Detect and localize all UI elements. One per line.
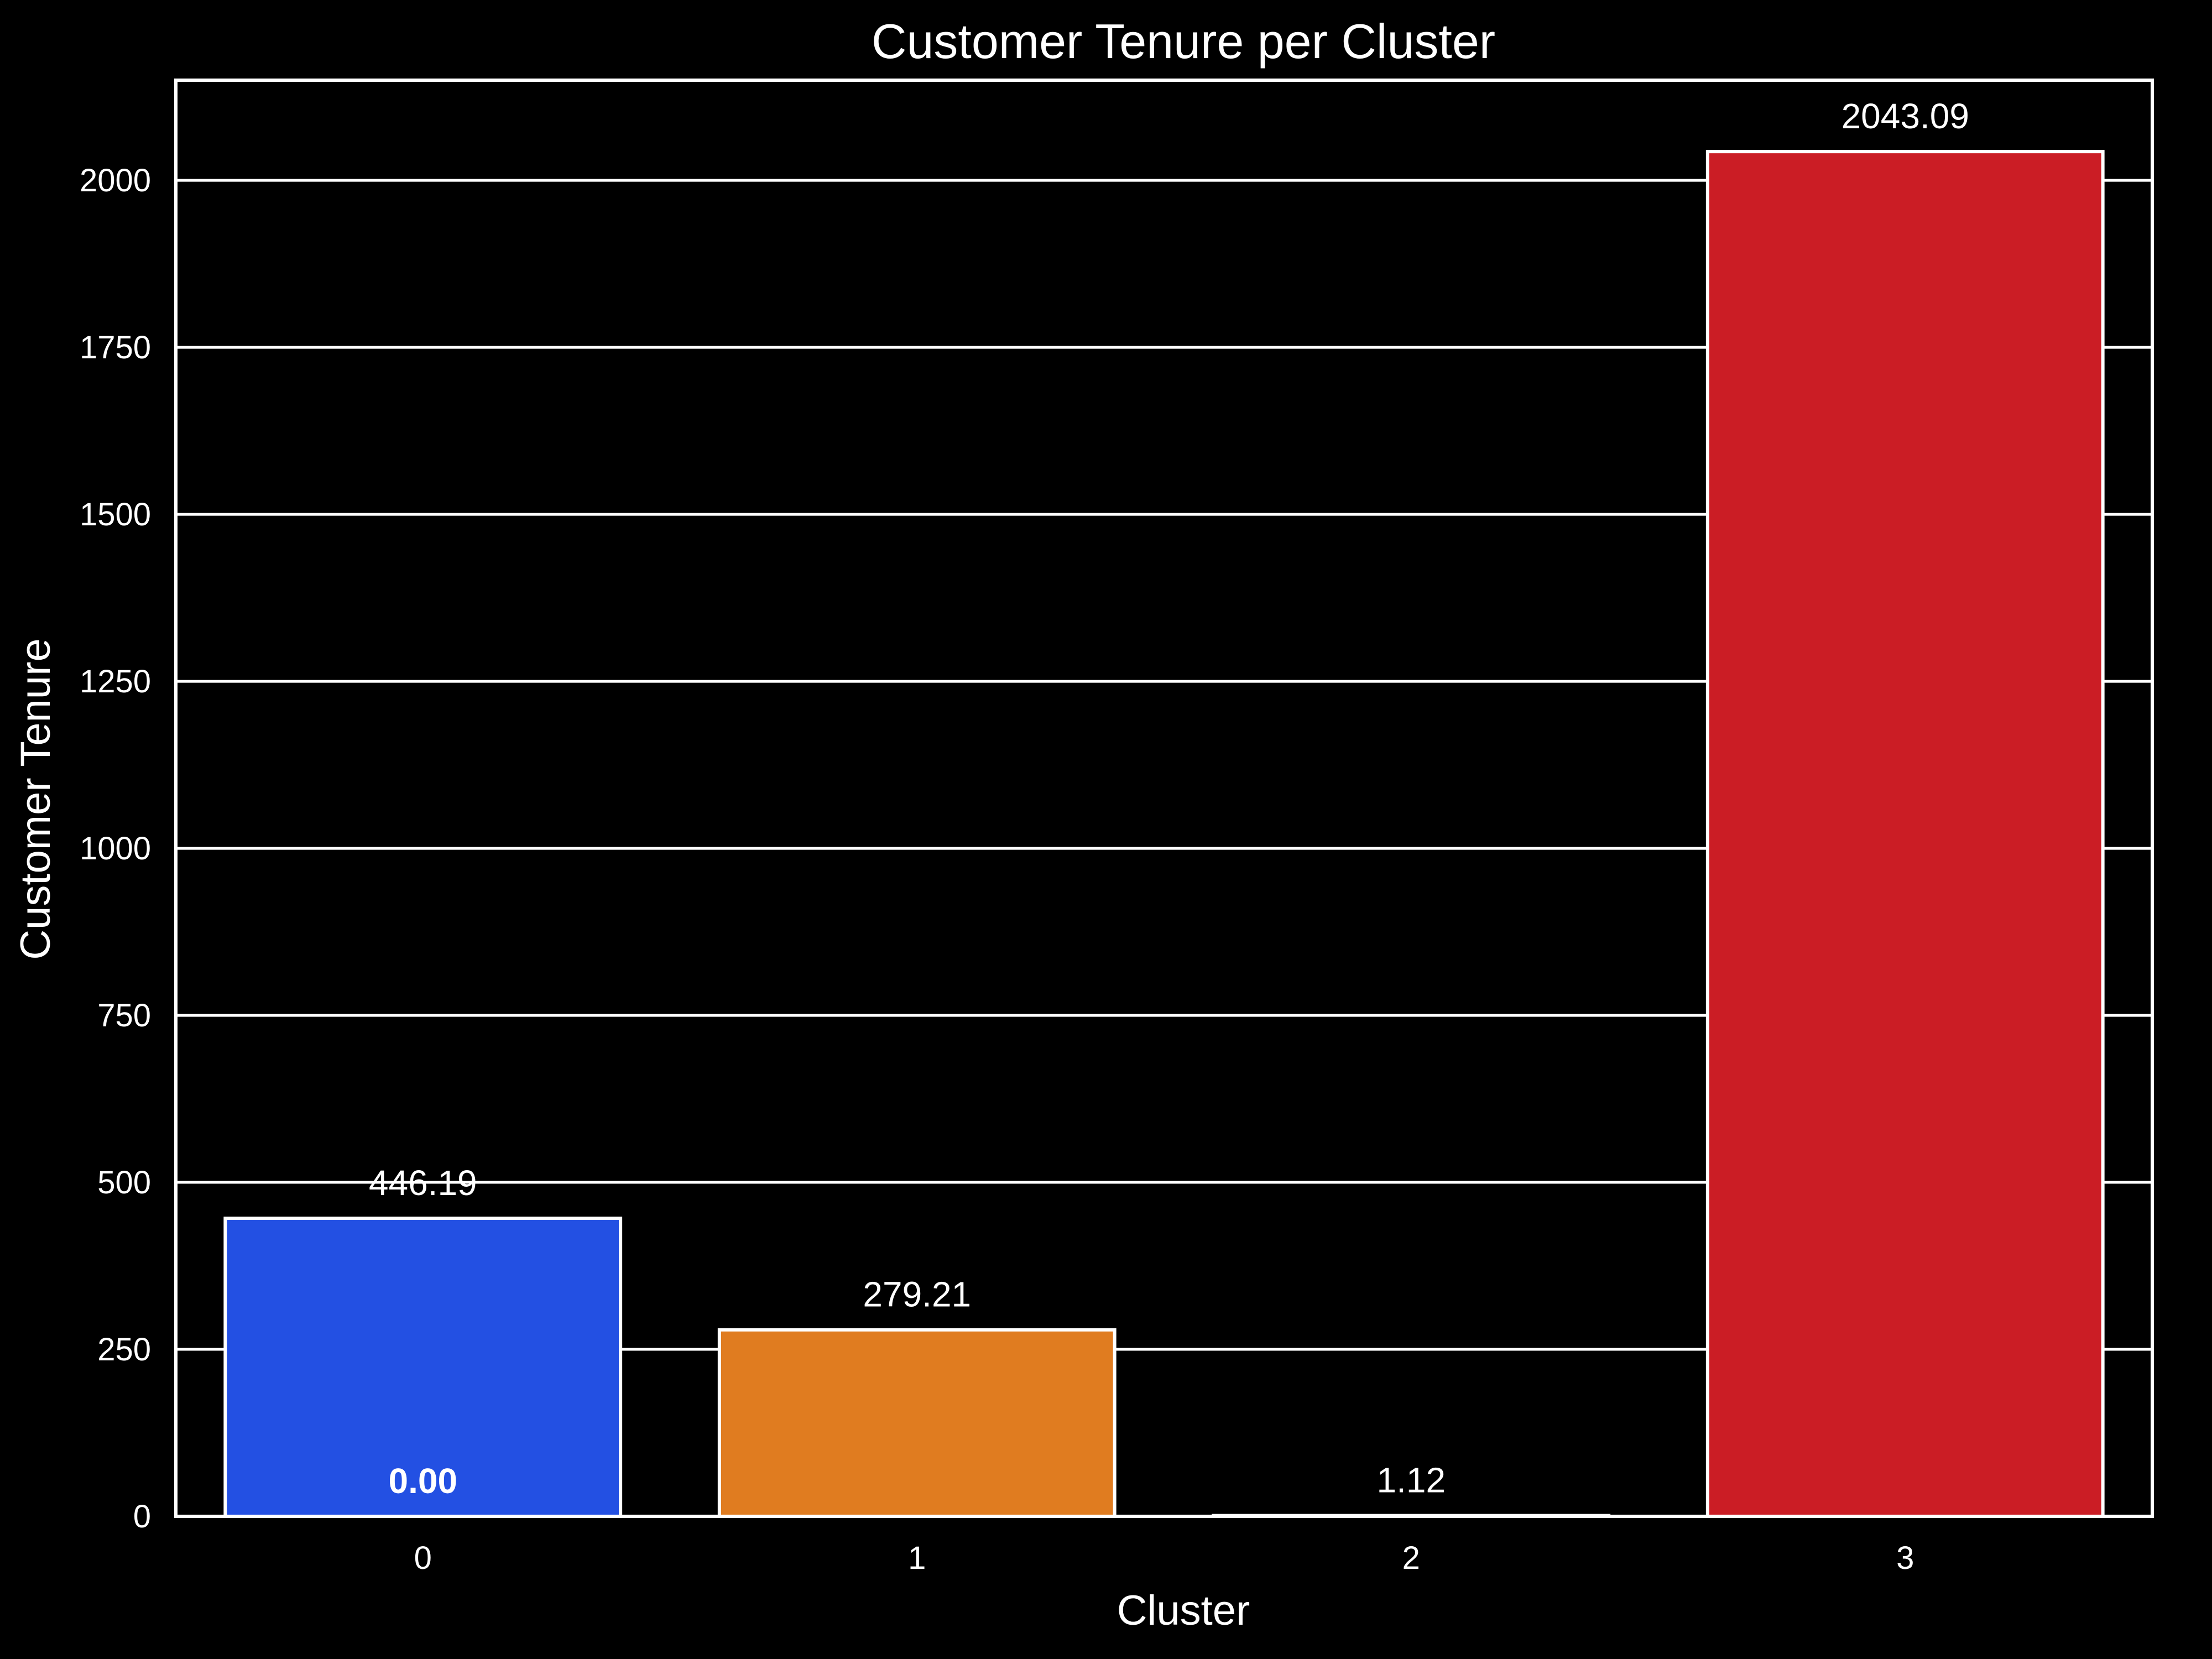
y-tick-label: 1750 xyxy=(80,330,151,366)
chart-title: Customer Tenure per Cluster xyxy=(872,14,1495,69)
data-label-cluster-0: 446.19 xyxy=(369,1163,477,1203)
bar-cluster-0 xyxy=(223,1217,623,1518)
data-label-cluster-2: 1.12 xyxy=(1376,1460,1446,1500)
bar-cluster-1 xyxy=(717,1328,1117,1518)
zero-annotation-label: 0.00 xyxy=(388,1461,457,1501)
plot-frame xyxy=(174,79,2154,1518)
bars xyxy=(223,150,2105,1519)
y-tick-label: 1250 xyxy=(80,664,151,700)
bar-cluster-3 xyxy=(1705,150,2105,1518)
grid-lines xyxy=(176,179,2152,1351)
y-axis-label: Customer Tenure xyxy=(12,638,59,960)
y-tick-label: 1000 xyxy=(80,831,151,867)
x-tick-label: 1 xyxy=(908,1540,926,1576)
x-axis-ticks: 0 1 2 3 xyxy=(414,1540,1914,1576)
data-label-cluster-3: 2043.09 xyxy=(1841,96,1969,136)
y-tick-label: 250 xyxy=(97,1332,151,1368)
y-tick-label: 500 xyxy=(97,1165,151,1201)
y-tick-label: 750 xyxy=(97,998,151,1034)
x-tick-label: 0 xyxy=(414,1540,432,1576)
y-tick-label: 1500 xyxy=(80,497,151,533)
y-axis-ticks: 0 250 500 750 1000 1250 1500 1750 2000 xyxy=(80,163,151,1535)
data-labels: 446.19 279.21 1.12 2043.09 0.00 xyxy=(369,96,1969,1501)
data-label-cluster-1: 279.21 xyxy=(863,1275,971,1314)
x-tick-label: 3 xyxy=(1896,1540,1914,1576)
y-tick-label: 0 xyxy=(133,1499,151,1535)
y-tick-label: 2000 xyxy=(80,163,151,199)
x-axis-label: Cluster xyxy=(1117,1587,1250,1634)
x-tick-label: 2 xyxy=(1402,1540,1420,1576)
